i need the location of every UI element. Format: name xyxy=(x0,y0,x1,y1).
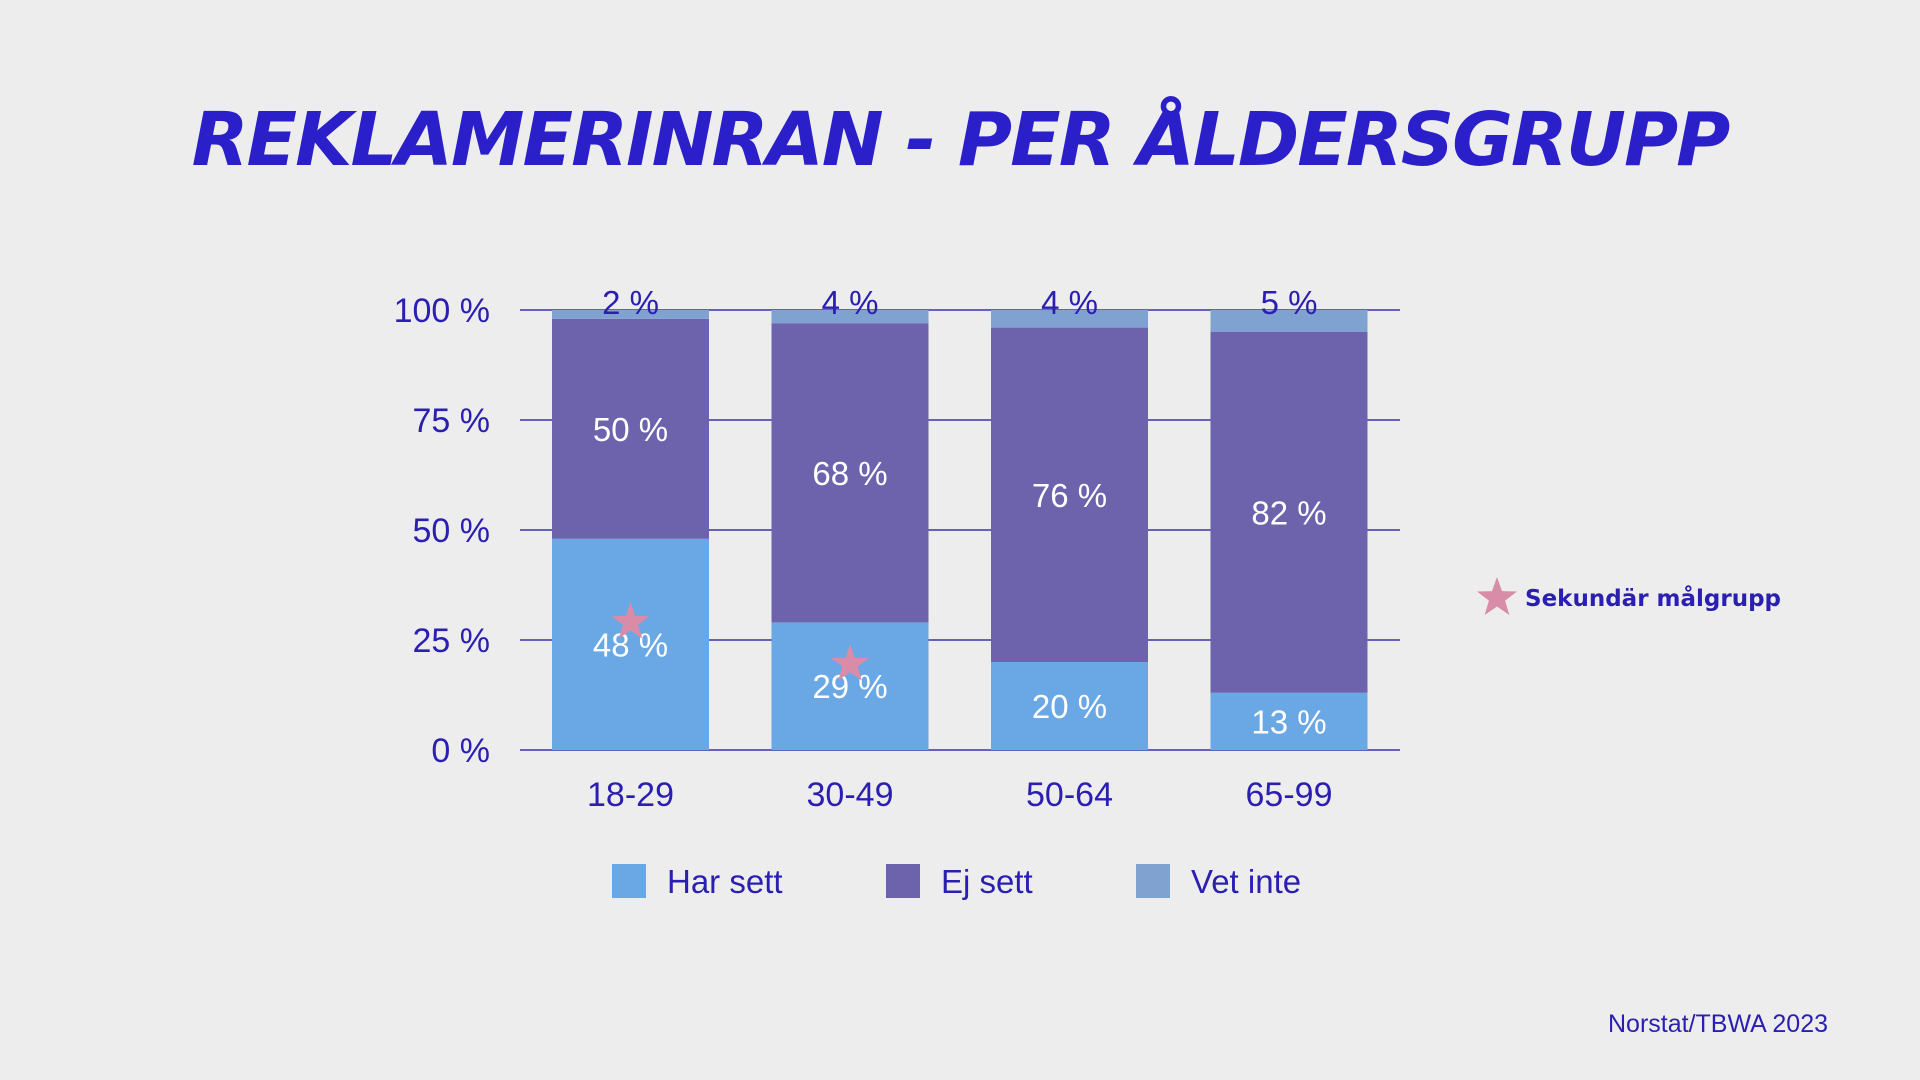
annotation-label: Sekundär målgrupp xyxy=(1525,585,1781,612)
x-axis-categories: 18-29 30-49 50-64 65-99 xyxy=(587,776,1332,814)
star-icon xyxy=(611,602,650,639)
legend: Har sett Ej sett Vet inte xyxy=(612,863,1301,900)
source-credit: Norstat/TBWA 2023 xyxy=(1608,1010,1828,1038)
y-tick-label: 0 % xyxy=(431,732,490,770)
bar-segment xyxy=(1210,692,1368,750)
bar-segment xyxy=(771,323,929,623)
data-label: 48 % xyxy=(593,626,668,663)
legend-swatch xyxy=(612,864,646,898)
legend-label: Ej sett xyxy=(941,863,1033,900)
y-tick-label: 50 % xyxy=(413,512,491,550)
bar-segment xyxy=(1210,310,1368,332)
star-icon xyxy=(830,644,870,681)
x-category-label: 18-29 xyxy=(587,776,674,814)
target-group-stars xyxy=(611,602,870,681)
data-label: 29 % xyxy=(812,668,887,705)
bars xyxy=(552,310,1368,750)
data-label: 82 % xyxy=(1251,494,1326,531)
data-label: 4 % xyxy=(822,284,879,321)
data-label: 4 % xyxy=(1041,284,1098,321)
bar-segment xyxy=(771,310,929,324)
chart-title: REKLAMERINRAN - PER ÅLDERSGRUPP xyxy=(191,97,1731,183)
data-label: 2 % xyxy=(602,284,659,321)
bar-segment xyxy=(771,622,929,750)
legend-swatch xyxy=(1136,864,1170,898)
data-label: 20 % xyxy=(1032,688,1107,725)
legend-label: Har sett xyxy=(667,863,783,900)
bar-segment xyxy=(991,662,1148,750)
bar-segment xyxy=(552,310,709,319)
y-tick-label: 100 % xyxy=(394,292,490,330)
data-label: 68 % xyxy=(812,455,887,492)
y-axis-ticks: 0 % 25 % 50 % 75 % 100 % xyxy=(394,292,490,770)
bar-segment xyxy=(552,538,709,750)
bar-segment xyxy=(991,327,1148,662)
data-label: 76 % xyxy=(1032,477,1107,514)
data-label: 5 % xyxy=(1261,284,1318,321)
data-labels: 48 % 50 % 2 % 29 % 68 % 4 % 20 % 76 % 4 % 13 % 82 … xyxy=(593,284,1327,740)
bar-segment xyxy=(991,310,1148,328)
legend-label: Vet inte xyxy=(1191,863,1301,900)
bar-segment xyxy=(552,318,709,539)
x-category-label: 50-64 xyxy=(1026,776,1113,814)
star-icon xyxy=(1477,577,1517,615)
annotation-note: Sekundär målgrupp xyxy=(1477,577,1781,615)
x-category-label: 65-99 xyxy=(1246,776,1333,814)
data-label: 50 % xyxy=(593,411,668,448)
y-tick-label: 75 % xyxy=(413,402,491,440)
y-tick-label: 25 % xyxy=(413,622,491,660)
bar-segment xyxy=(1210,332,1368,693)
data-label: 13 % xyxy=(1251,703,1326,740)
legend-swatch xyxy=(886,864,920,898)
x-category-label: 30-49 xyxy=(807,776,894,814)
